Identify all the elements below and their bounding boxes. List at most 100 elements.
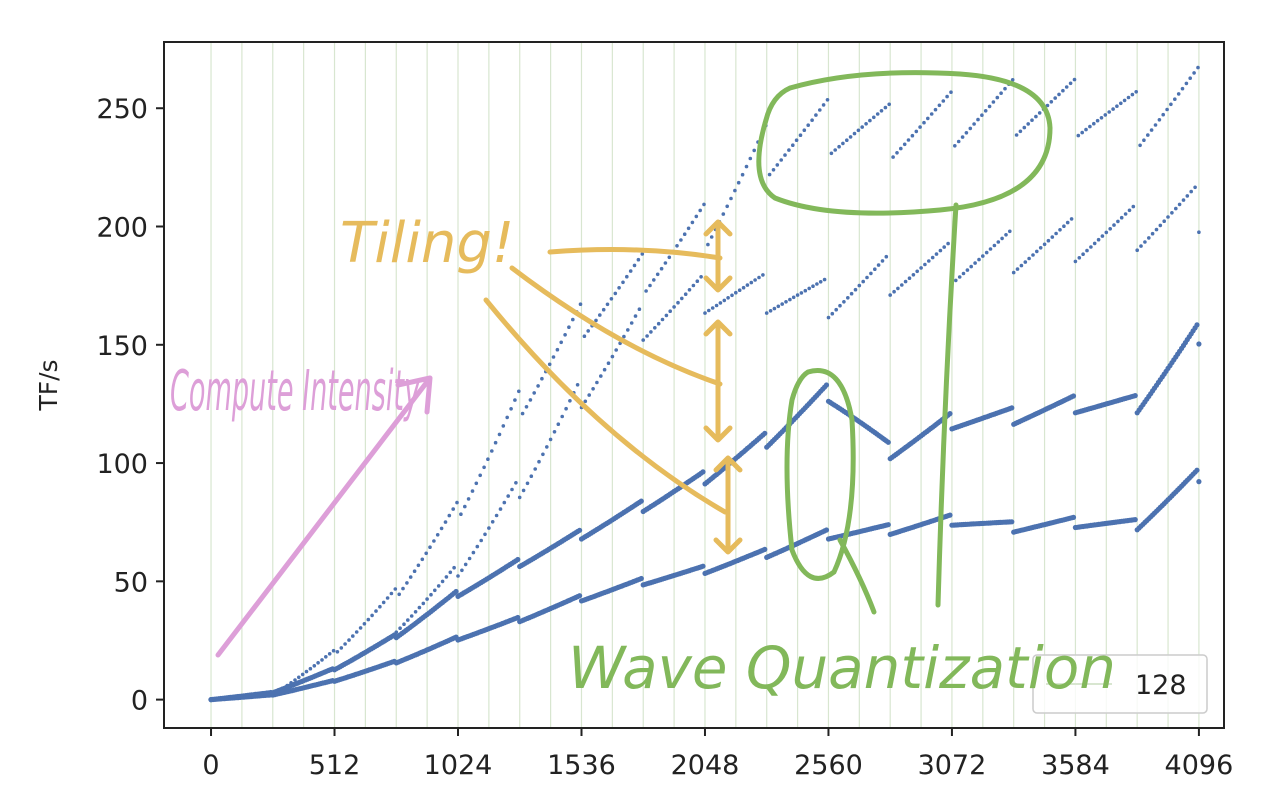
- data-point: [638, 498, 644, 504]
- data-point: [802, 128, 807, 132]
- data-point: [1134, 90, 1138, 94]
- data-point: [1042, 242, 1047, 247]
- data-point: [1165, 107, 1169, 112]
- data-point: [304, 669, 309, 674]
- data-point: [466, 497, 471, 501]
- data-point: [869, 271, 873, 276]
- data-point: [506, 494, 511, 498]
- data-point: [471, 550, 476, 555]
- data-point: [830, 311, 835, 316]
- data-point: [949, 90, 953, 94]
- data-point: [1099, 116, 1104, 120]
- data-point: [961, 271, 966, 276]
- y-tick-label: 250: [96, 94, 148, 125]
- data-point: [393, 587, 398, 591]
- data-point: [1038, 246, 1043, 250]
- data-point: [532, 391, 536, 395]
- data-point: [857, 283, 862, 288]
- data-point: [1065, 220, 1070, 225]
- data-point: [497, 432, 502, 437]
- data-point: [487, 526, 491, 530]
- data-point: [366, 617, 371, 622]
- data-point: [1081, 252, 1085, 256]
- data-point: [700, 563, 706, 569]
- data-point: [852, 131, 857, 136]
- data-point: [1138, 143, 1142, 148]
- data-point: [577, 593, 583, 599]
- data-point: [632, 263, 637, 268]
- data-point: [744, 164, 749, 169]
- data-point: [1049, 100, 1054, 104]
- data-point: [343, 642, 347, 646]
- data-point: [374, 609, 378, 613]
- data-point: [1119, 215, 1124, 220]
- data-point: [509, 407, 513, 411]
- data-point: [617, 286, 621, 290]
- data-point: [482, 465, 486, 470]
- data-point: [1196, 479, 1202, 485]
- y-axis: 0 50 100 150 200 250: [96, 94, 164, 717]
- data-point: [1176, 92, 1181, 96]
- data-point: [991, 100, 996, 104]
- data-point: [1035, 249, 1039, 254]
- data-point: [875, 112, 880, 116]
- data-point: [1092, 241, 1097, 246]
- data-point: [520, 411, 525, 416]
- data-point: [483, 532, 487, 537]
- data-point: [529, 474, 534, 479]
- y-tick-label: 100: [96, 449, 148, 480]
- data-point: [416, 563, 421, 568]
- data-point: [699, 275, 703, 279]
- tiling-arrows-icon: [703, 219, 743, 555]
- data-point: [968, 126, 973, 131]
- data-point: [757, 275, 761, 280]
- data-point: [1132, 517, 1138, 523]
- data-point: [900, 283, 904, 287]
- data-point: [709, 235, 714, 239]
- data-point: [837, 144, 841, 149]
- data-point: [583, 399, 588, 404]
- data-point: [556, 422, 561, 427]
- data-point: [451, 507, 456, 511]
- data-point: [984, 250, 989, 255]
- data-point: [351, 634, 355, 638]
- data-point: [1057, 92, 1061, 97]
- data-point: [594, 318, 598, 323]
- data-point: [470, 489, 475, 493]
- data-point: [638, 575, 644, 582]
- data-point: [1080, 130, 1084, 135]
- data-point: [420, 557, 425, 562]
- data-point: [1177, 202, 1182, 207]
- data-point: [1161, 112, 1165, 117]
- data-point: [937, 103, 942, 108]
- data-point: [1037, 111, 1042, 115]
- data-point: [1062, 224, 1066, 228]
- data-point: [915, 269, 919, 274]
- data-point: [1046, 238, 1051, 243]
- data-point: [725, 204, 729, 209]
- data-point: [872, 115, 876, 120]
- data-point: [842, 300, 846, 304]
- data-point: [653, 326, 657, 330]
- data-point: [771, 168, 776, 172]
- data-point: [424, 551, 429, 556]
- data-point: [1089, 245, 1093, 249]
- tiling-lines-icon: [483, 247, 728, 515]
- data-point: [1014, 133, 1019, 137]
- data-point: [564, 406, 568, 411]
- data-point: [860, 125, 864, 129]
- data-point: [707, 308, 711, 313]
- data-point: [718, 301, 723, 305]
- data-point: [775, 163, 780, 167]
- data-point: [885, 439, 891, 445]
- data-point: [942, 245, 946, 249]
- data-point: [794, 138, 799, 142]
- data-point: [891, 155, 895, 159]
- data-point: [736, 180, 741, 185]
- data-point: [1193, 185, 1197, 190]
- data-point: [448, 570, 453, 575]
- data-point: [1184, 81, 1189, 86]
- data-point: [694, 214, 699, 219]
- data-point: [432, 539, 436, 543]
- data-point: [964, 131, 969, 135]
